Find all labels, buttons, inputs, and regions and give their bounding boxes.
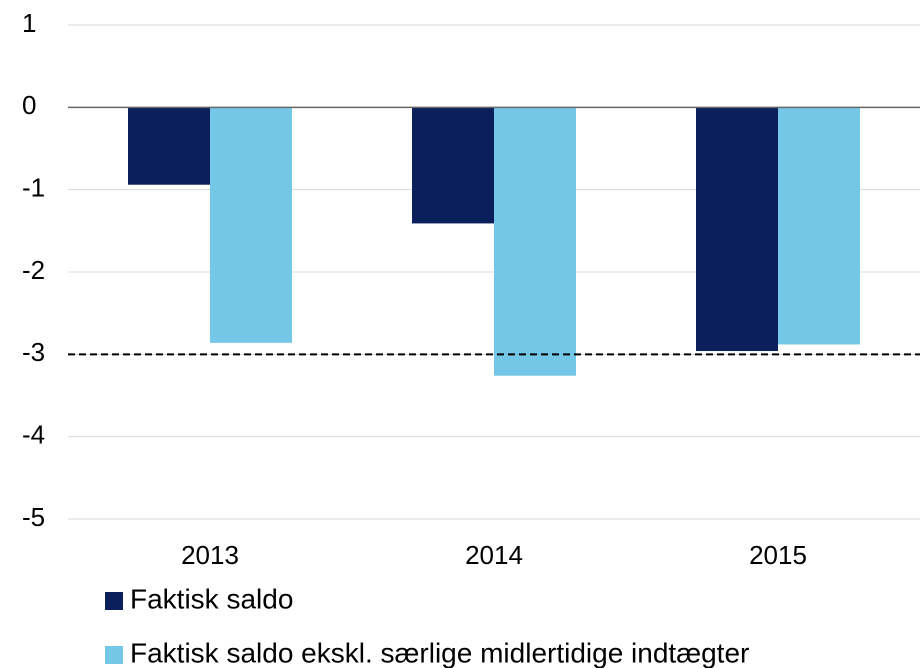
bar — [128, 107, 210, 185]
bar — [696, 107, 778, 352]
y-tick-label: 0 — [22, 90, 36, 120]
legend-label: Faktisk saldo ekskl. særlige midlertidig… — [130, 637, 749, 668]
x-tick-label: 2015 — [749, 540, 807, 570]
x-tick-label: 2014 — [465, 540, 523, 570]
bar — [210, 107, 292, 343]
bar — [494, 107, 576, 376]
x-tick-label: 2013 — [181, 540, 239, 570]
y-tick-label: -2 — [22, 255, 45, 285]
bar — [412, 107, 494, 224]
y-tick-label: -5 — [22, 502, 45, 532]
y-tick-label: -3 — [22, 337, 45, 367]
legend-swatch — [105, 592, 123, 610]
legend-swatch — [105, 646, 123, 664]
y-tick-label: -4 — [22, 420, 45, 450]
bar — [778, 107, 860, 345]
legend-label: Faktisk saldo — [130, 583, 293, 614]
y-tick-label: 1 — [22, 8, 36, 38]
y-tick-label: -1 — [22, 173, 45, 203]
